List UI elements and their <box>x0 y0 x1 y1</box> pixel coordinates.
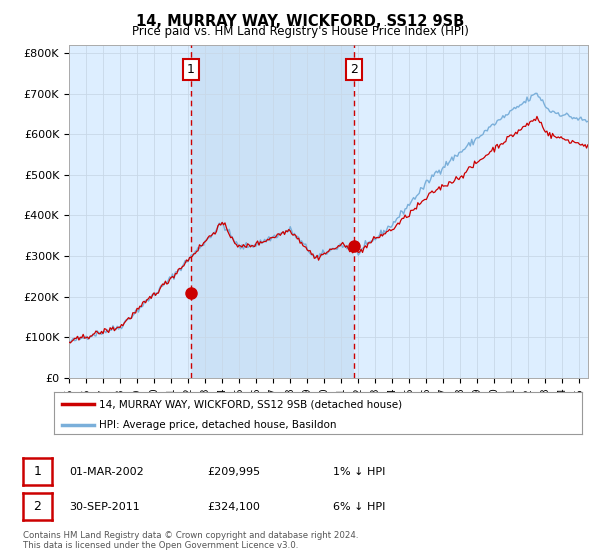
Text: Contains HM Land Registry data © Crown copyright and database right 2024.
This d: Contains HM Land Registry data © Crown c… <box>23 531 358 550</box>
Text: 2: 2 <box>350 63 358 76</box>
Text: 2: 2 <box>33 500 41 514</box>
Text: 1: 1 <box>33 465 41 478</box>
Text: £324,100: £324,100 <box>207 502 260 512</box>
Bar <box>191 45 354 378</box>
Text: 1: 1 <box>187 63 195 76</box>
Text: Price paid vs. HM Land Registry's House Price Index (HPI): Price paid vs. HM Land Registry's House … <box>131 25 469 38</box>
Text: 6% ↓ HPI: 6% ↓ HPI <box>333 502 385 512</box>
Text: £209,995: £209,995 <box>207 466 260 477</box>
Text: 14, MURRAY WAY, WICKFORD, SS12 9SB (detached house): 14, MURRAY WAY, WICKFORD, SS12 9SB (deta… <box>99 400 402 409</box>
Text: 14, MURRAY WAY, WICKFORD, SS12 9SB: 14, MURRAY WAY, WICKFORD, SS12 9SB <box>136 14 464 29</box>
Text: 1% ↓ HPI: 1% ↓ HPI <box>333 466 385 477</box>
Text: 01-MAR-2002: 01-MAR-2002 <box>69 466 144 477</box>
Text: HPI: Average price, detached house, Basildon: HPI: Average price, detached house, Basi… <box>99 420 337 430</box>
Text: 30-SEP-2011: 30-SEP-2011 <box>69 502 140 512</box>
